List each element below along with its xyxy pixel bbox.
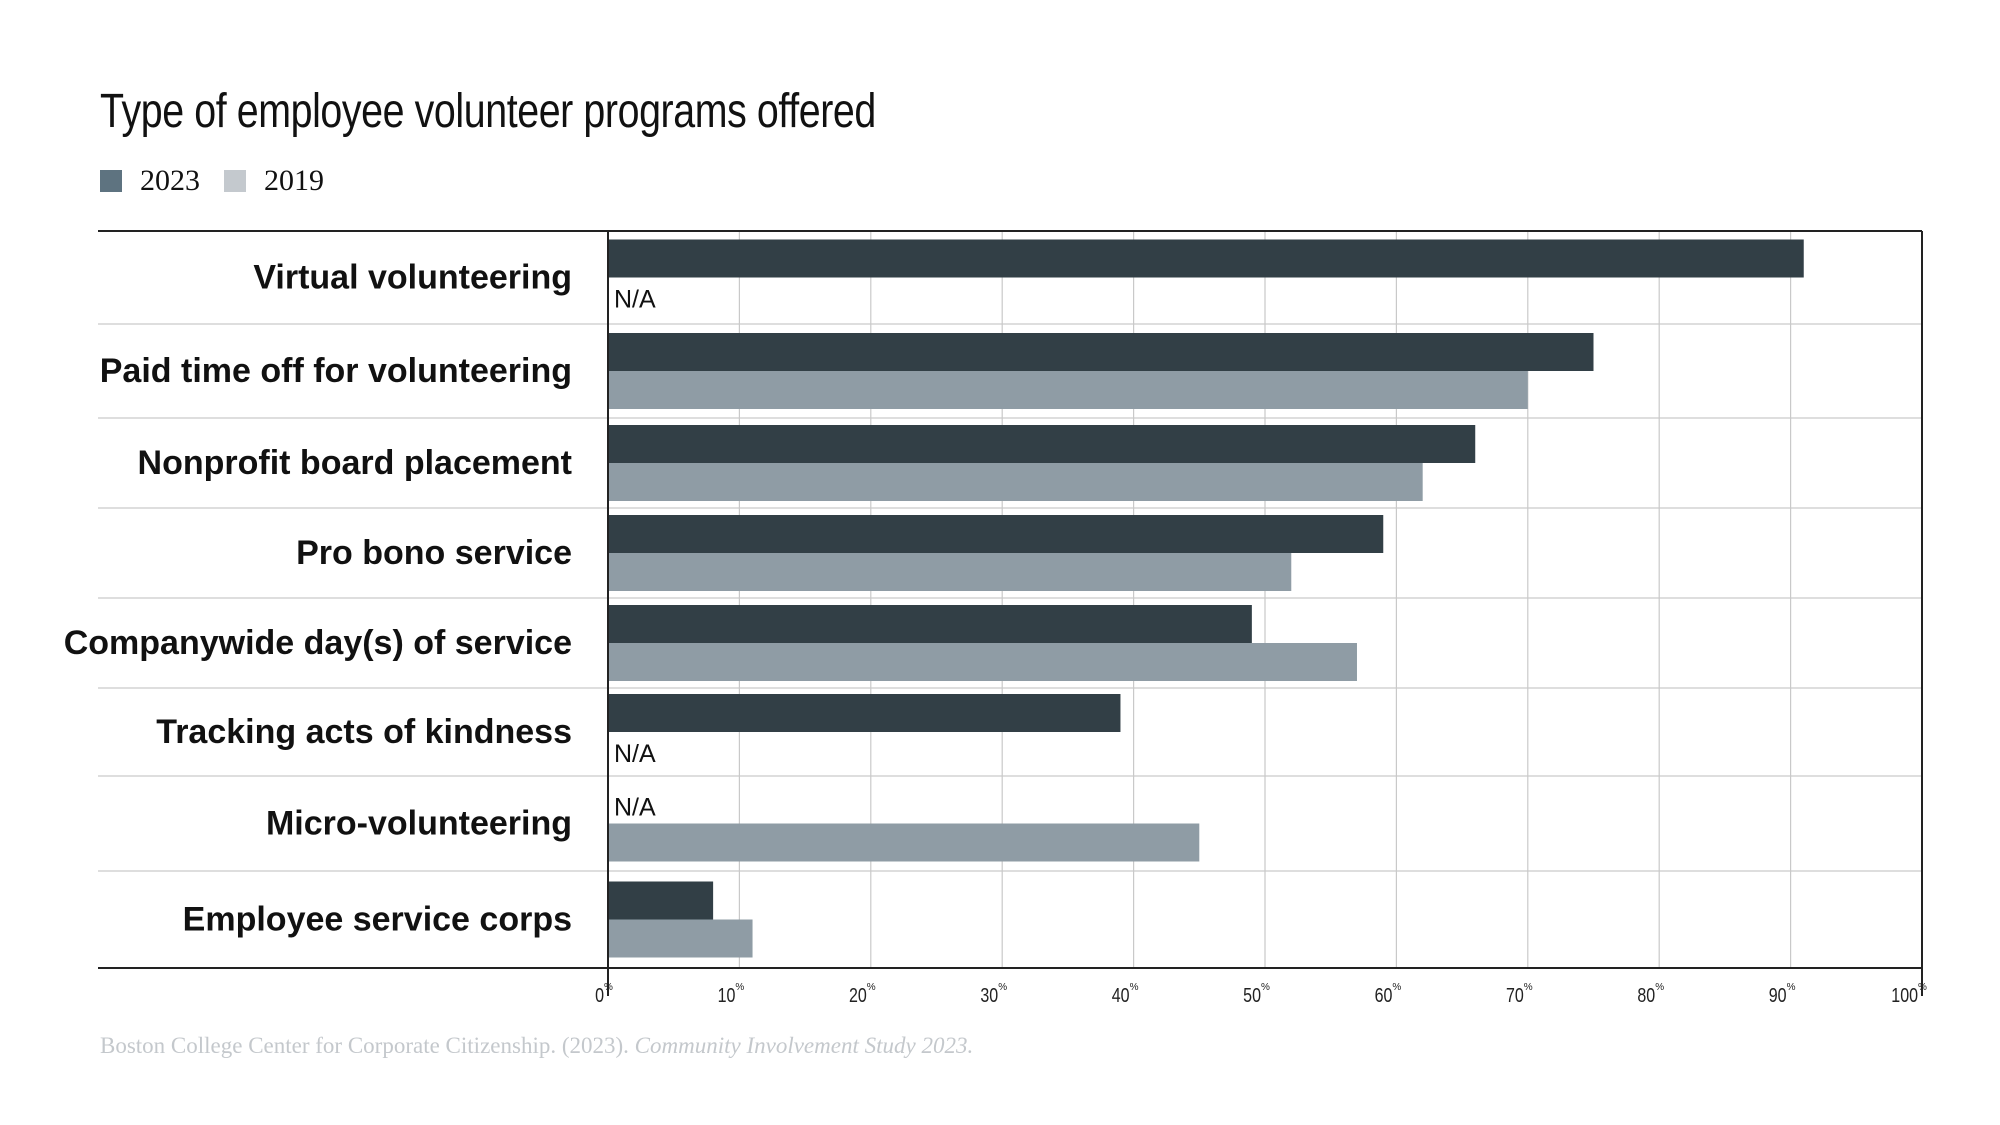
bar-2023-3 [609, 515, 1384, 553]
bar-2019-6 [609, 823, 1200, 862]
x-tick-label-70: 70 [1506, 984, 1524, 1006]
bar-2019-3 [609, 553, 1292, 591]
category-label-4: Companywide day(s) of service [64, 624, 572, 662]
bar-2019-2 [609, 463, 1423, 501]
x-tick-label-80: 80 [1637, 984, 1655, 1006]
na-label-2023-6: N/A [614, 794, 656, 822]
bar-2023-2 [609, 425, 1476, 463]
chart-title: Type of employee volunteer programs offe… [100, 85, 876, 138]
bar-2019-1 [609, 371, 1528, 409]
source-citation: Boston College Center for Corporate Citi… [100, 1033, 973, 1059]
legend-label-2023: 2023 [140, 164, 200, 197]
bar-2023-4 [609, 605, 1252, 643]
legend-swatch-2023 [100, 170, 122, 192]
na-label-2019-0: N/A [614, 286, 656, 314]
x-tick-suffix-80: % [1655, 982, 1664, 993]
x-tick-suffix-10: % [735, 982, 744, 993]
bar-2023-7 [609, 881, 714, 920]
legend-item-2023: 2023 [100, 164, 200, 198]
category-label-5: Tracking acts of kindness [156, 713, 572, 751]
x-tick-suffix-90: % [1787, 982, 1796, 993]
x-tick-label-20: 20 [849, 984, 867, 1006]
legend-swatch-2019 [224, 170, 246, 192]
source-italic: Community Involvement Study 2023. [634, 1033, 974, 1058]
bar-2023-1 [609, 333, 1594, 371]
bar-2019-7 [609, 919, 753, 958]
legend-item-2019: 2019 [224, 164, 324, 198]
x-tick-label-60: 60 [1375, 984, 1393, 1006]
x-tick-label-10: 10 [718, 984, 736, 1006]
x-tick-suffix-100: % [1918, 982, 1927, 993]
category-label-7: Employee service corps [183, 901, 572, 939]
x-tick-suffix-30: % [998, 982, 1007, 993]
x-tick-suffix-40: % [1130, 982, 1139, 993]
category-label-2: Nonprofit board placement [138, 444, 572, 482]
x-tick-suffix-50: % [1261, 982, 1270, 993]
category-label-1: Paid time off for volunteering [100, 352, 572, 390]
source-text: Boston College Center for Corporate Citi… [100, 1033, 635, 1058]
x-tick-label-50: 50 [1243, 984, 1261, 1006]
legend: 2023 2019 [100, 164, 348, 198]
x-tick-label-40: 40 [1112, 984, 1130, 1006]
bar-2019-4 [609, 643, 1357, 681]
x-tick-suffix-60: % [1392, 982, 1401, 993]
na-label-2019-5: N/A [614, 740, 656, 768]
legend-label-2019: 2019 [264, 164, 324, 197]
x-tick-label-90: 90 [1769, 984, 1787, 1006]
x-tick-suffix-0: % [604, 982, 613, 993]
category-label-3: Pro bono service [296, 534, 572, 572]
bar-2023-5 [609, 694, 1121, 732]
x-tick-label-100: 100 [1891, 984, 1918, 1006]
x-tick-suffix-20: % [867, 982, 876, 993]
category-label-0: Virtual volunteering [253, 259, 572, 297]
x-tick-suffix-70: % [1524, 982, 1533, 993]
category-label-6: Micro-volunteering [266, 805, 572, 843]
x-tick-label-0: 0 [595, 984, 604, 1006]
bar-2023-0 [609, 239, 1804, 278]
x-tick-label-30: 30 [980, 984, 998, 1006]
